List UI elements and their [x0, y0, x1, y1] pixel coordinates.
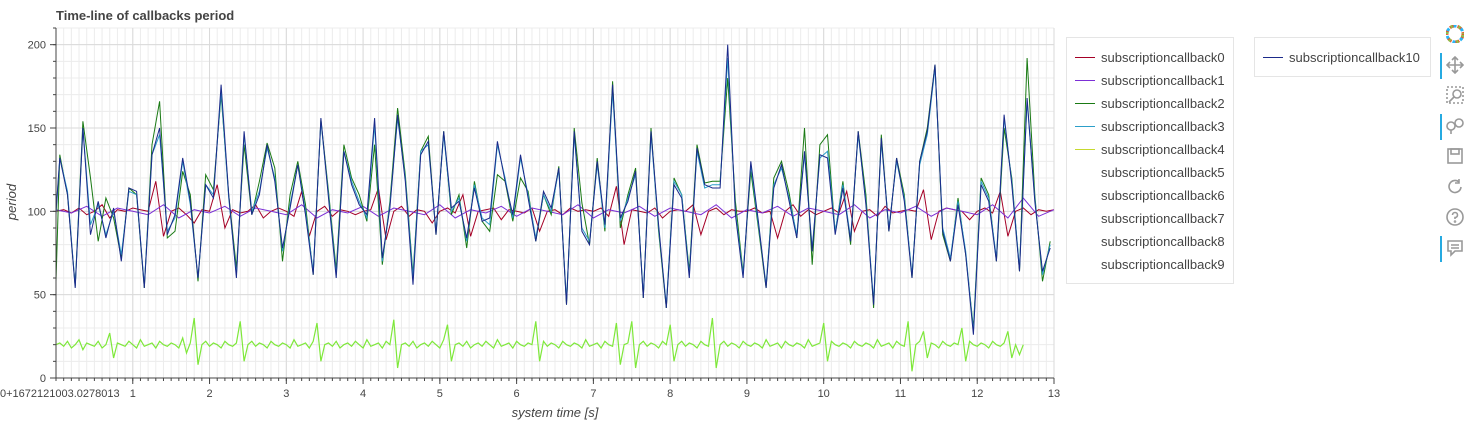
y-tick-label: 200 [28, 40, 46, 52]
pan-icon[interactable] [1440, 52, 1468, 79]
x-tick-label: 6 [514, 388, 520, 400]
legend-extra: subscriptioncallback10 [1254, 37, 1431, 77]
chart-title: Time-line of callbacks period [56, 8, 234, 23]
legend-label: subscriptioncallback10 [1289, 50, 1420, 65]
legend-main: subscriptioncallback0 subscriptioncallbac… [1066, 37, 1234, 284]
legend-label: subscriptioncallback7 [1101, 211, 1225, 226]
legend-label: subscriptioncallback8 [1101, 234, 1225, 249]
bokeh-logo-icon-glyph [1446, 25, 1464, 43]
legend-label: subscriptioncallback1 [1101, 73, 1225, 88]
legend-label: subscriptioncallback9 [1101, 257, 1225, 272]
wheel-zoom-icon[interactable] [1440, 113, 1468, 140]
x-tick-label: 1 [130, 388, 136, 400]
legend-label: subscriptioncallback5 [1101, 165, 1225, 180]
legend-swatch [1075, 126, 1095, 127]
y-tick-label: 100 [28, 206, 46, 218]
x-tick-label: 13 [1048, 388, 1060, 400]
legend-swatch [1075, 149, 1095, 150]
x-tick-label: 5 [437, 388, 443, 400]
toolbar [1440, 22, 1468, 272]
legend-swatch [1075, 218, 1095, 219]
legend-swatch [1075, 57, 1095, 58]
box-zoom-icon-glyph [1446, 86, 1464, 104]
legend-label: subscriptioncallback4 [1101, 142, 1225, 157]
x-tick-label: 2 [206, 388, 212, 400]
save-icon-glyph [1447, 148, 1463, 164]
x-tick-label: 9 [744, 388, 750, 400]
legend-label: subscriptioncallback6 [1101, 188, 1225, 203]
y-tick-label: 150 [28, 123, 46, 135]
x-tick-label: 10 [818, 388, 830, 400]
help-icon-glyph [1446, 208, 1464, 226]
grid-layer [55, 27, 1055, 379]
pan-icon-glyph [1446, 55, 1464, 74]
y-axis-label: period [4, 183, 19, 221]
y-tick-label: 50 [34, 290, 46, 302]
series-line-subscriptioncallback10 [55, 44, 1051, 335]
x-tick-label: 3 [283, 388, 289, 400]
reset-icon[interactable] [1442, 175, 1468, 201]
reset-icon-glyph [1448, 178, 1462, 193]
help-icon[interactable] [1442, 205, 1468, 231]
legend-swatch [1075, 241, 1095, 242]
series-line-baseline [55, 317, 1024, 372]
box-zoom-icon[interactable] [1442, 83, 1468, 109]
wheel-zoom-icon-glyph [1446, 117, 1464, 134]
legend-swatch [1263, 57, 1283, 58]
x-axis-label: system time [s] [512, 405, 599, 420]
x-tick-label: 7 [590, 388, 596, 400]
legend-swatch [1075, 172, 1095, 173]
bokeh-logo-icon [1442, 22, 1468, 48]
legend-label: subscriptioncallback3 [1101, 119, 1225, 134]
y-tick-label: 0 [40, 373, 46, 385]
legend-label: subscriptioncallback0 [1101, 50, 1225, 65]
save-icon[interactable] [1442, 144, 1468, 170]
legend-swatch [1075, 195, 1095, 196]
x-tick-label: 8 [667, 388, 673, 400]
x-tick-label: 11 [895, 388, 906, 400]
legend-label: subscriptioncallback2 [1101, 96, 1225, 111]
legend-swatch [1075, 103, 1095, 104]
x-tick-label: 12 [971, 388, 983, 400]
legend-swatch [1075, 80, 1095, 81]
x-offset-label: 0+1672121003.0278013 [0, 388, 120, 400]
series-layer [55, 44, 1055, 372]
x-tick-label: 4 [360, 388, 366, 400]
legend-swatch [1075, 264, 1095, 265]
hover-icon-glyph [1447, 239, 1463, 257]
hover-icon[interactable] [1440, 235, 1468, 262]
